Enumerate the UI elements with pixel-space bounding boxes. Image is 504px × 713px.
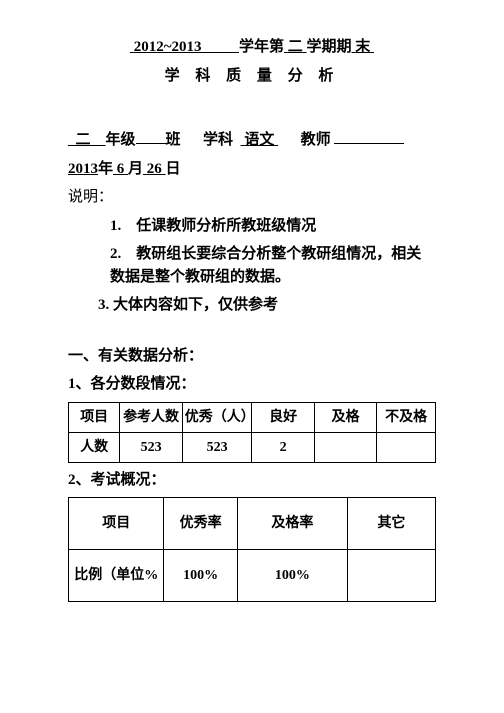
section1-sub1: 1、各分数段情况：	[68, 373, 436, 396]
note-1-text: 任课教师分析所教班级情况	[136, 218, 316, 234]
table-row: 人数 523 523 2	[69, 432, 436, 462]
score-band-table: 项目 参考人数 优秀（人） 良好 及格 不及格 人数 523 523 2	[68, 402, 436, 463]
t1-h2: 优秀（人）	[182, 402, 252, 432]
note-3-text: 大体内容如下，仅供参考	[113, 297, 278, 313]
title-year: 2012~2013	[134, 39, 202, 55]
date-day-suffix: 日	[166, 161, 181, 177]
title-line-2: 学 科 质 量 分 析	[68, 65, 436, 88]
t1-h3: 良好	[252, 402, 314, 432]
t1-h1: 参考人数	[120, 402, 182, 432]
table-row: 项目 参考人数 优秀（人） 良好 及格 不及格	[69, 402, 436, 432]
grade-value: 二	[76, 132, 91, 148]
t2-c0: 100%	[164, 550, 237, 602]
note-3-num: 3.	[98, 297, 109, 313]
section1-sub2: 2、考试概况：	[68, 469, 436, 492]
note-2-text: 教研组长要综合分析整个教研组情况，相关数据是整个教研组的数据。	[110, 246, 421, 285]
subject-value: 语文	[244, 132, 274, 148]
t1-c1: 523	[182, 432, 252, 462]
meta-line-2: 2013年 6 月 26 日	[68, 158, 436, 181]
t2-rowlabel: 比例（单位%	[69, 550, 164, 602]
title-mid2: 学期期	[307, 39, 352, 55]
title-mid1: 学年第	[239, 39, 284, 55]
note-item-3: 3. 大体内容如下，仅供参考	[68, 294, 436, 317]
note-2-num: 2.	[110, 246, 121, 262]
class-label: 班	[166, 132, 181, 148]
t2-h1: 优秀率	[164, 498, 237, 550]
t2-h0: 项目	[69, 498, 164, 550]
t1-c2: 2	[252, 432, 314, 462]
date-month: 6	[117, 161, 125, 177]
t2-c2	[347, 550, 435, 602]
title-line-1: 2012~2013 学年第 二 学期期 末	[68, 36, 436, 59]
note-1-num: 1.	[110, 218, 121, 234]
section1-heading: 一、有关数据分析：	[68, 345, 436, 368]
t2-h3: 其它	[347, 498, 435, 550]
date-month-suffix: 月	[128, 161, 143, 177]
title-exam: 末	[355, 39, 370, 55]
note-item-2-line1: 2. 教研组长要综合分析整个教研组情况，相关数据是整个教研组的数据。	[68, 243, 436, 288]
t2-h2: 及格率	[237, 498, 347, 550]
table-row: 项目 优秀率 及格率 其它	[69, 498, 436, 550]
grade-label: 年级	[106, 132, 136, 148]
title-semester: 二	[288, 39, 303, 55]
class-blank	[136, 143, 166, 144]
meta-line-1: 二 年级 班 学科 语文 教师	[68, 129, 436, 152]
t1-rowlabel: 人数	[69, 432, 120, 462]
notes-label: 说明：	[68, 186, 436, 209]
t1-c3	[314, 432, 376, 462]
t1-h4: 及格	[314, 402, 376, 432]
t1-h0: 项目	[69, 402, 120, 432]
date-day: 26	[147, 161, 162, 177]
t2-c1: 100%	[237, 550, 347, 602]
date-year: 2013	[68, 161, 98, 177]
t1-c0: 523	[120, 432, 182, 462]
subject-label: 学科	[203, 132, 233, 148]
exam-summary-table: 项目 优秀率 及格率 其它 比例（单位% 100% 100%	[68, 497, 436, 602]
t1-c4	[377, 432, 436, 462]
t1-h5: 不及格	[377, 402, 436, 432]
date-year-suffix: 年	[98, 161, 113, 177]
page-root: 2012~2013 学年第 二 学期期 末 学 科 质 量 分 析 二 年级 班 …	[0, 0, 504, 713]
teacher-label: 教师	[301, 132, 331, 148]
teacher-blank	[334, 143, 404, 144]
table-row: 比例（单位% 100% 100%	[69, 550, 436, 602]
note-item-1: 1. 任课教师分析所教班级情况	[68, 215, 436, 238]
